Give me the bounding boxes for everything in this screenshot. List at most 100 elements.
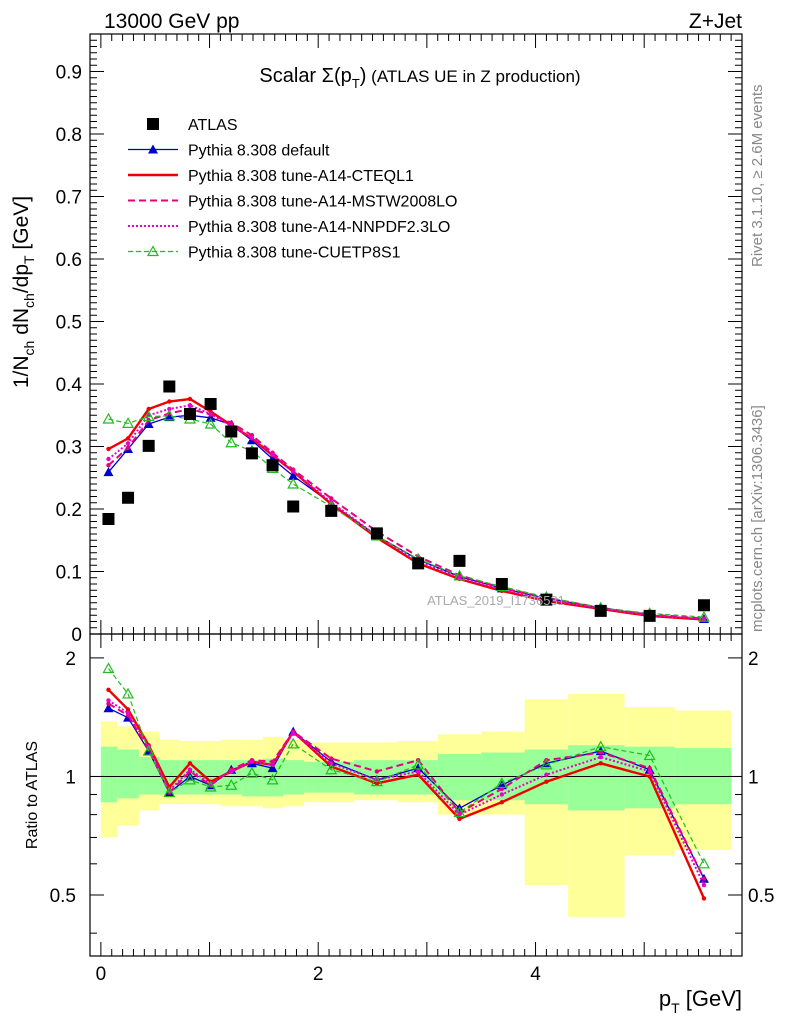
atlas-data-point [594,604,607,617]
main-point-cuetp8s1 [102,412,115,424]
ratio-point-nnpdf [187,767,193,772]
main-line-cuetp8s1 [108,415,705,618]
atlas-data-point [697,599,710,612]
ratio-point-cteql1 [701,896,707,901]
main-ytick-label: 0.9 [56,63,82,84]
main-title: Scalar Σ(pT) (ATLAS UE in Z production) [259,65,580,91]
ratio-point-cteql1 [598,761,603,766]
ratio-line-cuetp8s1 [108,668,705,865]
ratio-point-nnpdf [544,772,549,777]
main-ytick-label: 0.6 [56,250,82,271]
ratio-point-cuetp8s1 [266,773,279,785]
legend-label: Pythia 8.308 tune-A14-CTEQL1 [188,168,414,185]
ratio-point-cuetp8s1 [183,773,196,785]
ratio-point-cuetp8s1 [412,758,425,770]
main-series-layer [102,380,710,623]
atlas-data-point [204,398,217,410]
main-point-nnpdf [167,406,172,412]
ratio-series-layer [102,662,710,901]
main-point-nnpdf [457,575,462,580]
ratio-point-cuetp8s1 [643,749,656,761]
ratio-point-cuetp8s1 [370,775,383,787]
main-point-default [288,470,299,480]
ratio-point-cteql1 [374,781,380,786]
ratio-point-cuetp8s1 [594,740,607,752]
main-point-nnpdf [291,469,296,474]
main-y-ticks: 0 0.1 0.2 0.3 0.4 0.5 0.6 0.7 0.8 0.9 [56,39,742,646]
analysis-id: ATLAS_2019_I1736531 [427,593,565,608]
main-point-nnpdf [125,441,131,446]
main-ytick-label: 0.7 [56,188,82,209]
main-point-nnpdf [701,616,707,622]
ratio-ytick-label-left: 0.5 [50,886,76,907]
stat-uncertainty-band [159,760,181,795]
ratio-point-mstw [270,759,275,764]
main-point-cuetp8s1 [163,409,176,421]
main-panel: 0 0.1 0.2 0.3 0.4 0.5 0.6 0.7 0.8 0.9 Scalar Σ(pT… [10,33,743,646]
atlas-data-point [266,459,279,472]
ratio-y-ticks: 0.5 1 2 0.5 1 2 [50,649,774,934]
ratio-point-cuetp8s1 [102,662,115,674]
atlas-data-point [287,500,300,513]
legend-label: Pythia 8.308 tune-A14-MSTW2008LO [188,194,457,211]
main-line-nnpdf [107,404,705,620]
main-point-default [143,419,154,428]
ratio-point-mstw [106,701,111,706]
atlas-data-point [102,513,115,525]
ratio-point-nnpdf [457,812,462,817]
legend-label: Pythia 8.308 tune-A14-NNPDF2.3LO [188,219,450,236]
ratio-point-nnpdf [415,769,421,774]
main-ytick-label: 0.4 [56,375,83,396]
main-ytick-label: 0.8 [56,125,82,146]
atlas-data-point [643,609,656,622]
ratio-point-cuetp8s1 [245,766,258,778]
main-point-default [164,412,175,422]
ratio-point-cuetp8s1 [453,806,466,818]
main-point-cuetp8s1 [142,410,155,422]
ratio-point-mstw [598,750,603,755]
atlas-data-point [142,439,155,452]
atlas-data-point [245,447,258,460]
main-ytick-label: 0 [71,625,82,646]
main-point-nnpdf [187,403,193,408]
ratio-point-cuetp8s1 [697,857,710,869]
ratio-point-cuetp8s1 [540,758,553,770]
ratio-point-nnpdf [499,792,505,797]
main-point-cuetp8s1 [697,610,710,622]
main-ytick-label: 0.2 [56,500,82,521]
ratio-point-cteql1 [499,800,505,805]
stat-uncertainty-band [283,760,305,795]
main-point-cuetp8s1 [287,477,300,489]
atlas-data-point [183,408,196,420]
ratio-point-cuetp8s1 [287,737,300,749]
ratio-point-nnpdf [598,754,603,760]
ratio-point-cteql1 [647,774,652,779]
main-point-default [205,412,216,422]
ratio-ytick-label-right: 1 [748,767,759,788]
xtick-label: 4 [530,964,541,985]
x-axis-label: pT [GeV] [659,986,742,1016]
ratio-point-cteql1 [187,761,193,766]
main-ylabel: 1/Nch dNch/dpT [GeV] [10,196,37,388]
ratio-point-cuetp8s1 [142,744,155,756]
ratio-point-nnpdf [106,698,111,703]
stat-uncertainty-band [262,758,284,797]
atlas-data-point [453,554,466,567]
main-x-ticks [89,34,732,634]
atlas-data-point [122,491,135,504]
main-ytick-label: 0.5 [56,313,82,334]
ratio-point-mstw [329,756,334,761]
ratio-point-cuetp8s1 [325,763,338,775]
ratio-point-mstw [647,765,652,771]
legend-label: Pythia 8.308 tune-CUETP8S1 [188,245,401,262]
ratio-ytick-label-right: 2 [748,649,759,670]
ratio-ytick-label-left: 1 [65,767,76,788]
ratio-point-default [103,703,114,713]
ratio-point-nnpdf [125,710,131,716]
legend: ATLAS Pythia 8.308 default Pythia 8.308 tu… [128,117,457,262]
ratio-point-nnpdf [701,882,707,888]
ratio-uncertainty-bands [100,693,732,917]
atlas-data-point [412,557,425,570]
main-ytick-label: 0.1 [56,563,82,584]
rivet-label: Rivet 3.1.10, ≥ 2.6M events [749,85,766,268]
